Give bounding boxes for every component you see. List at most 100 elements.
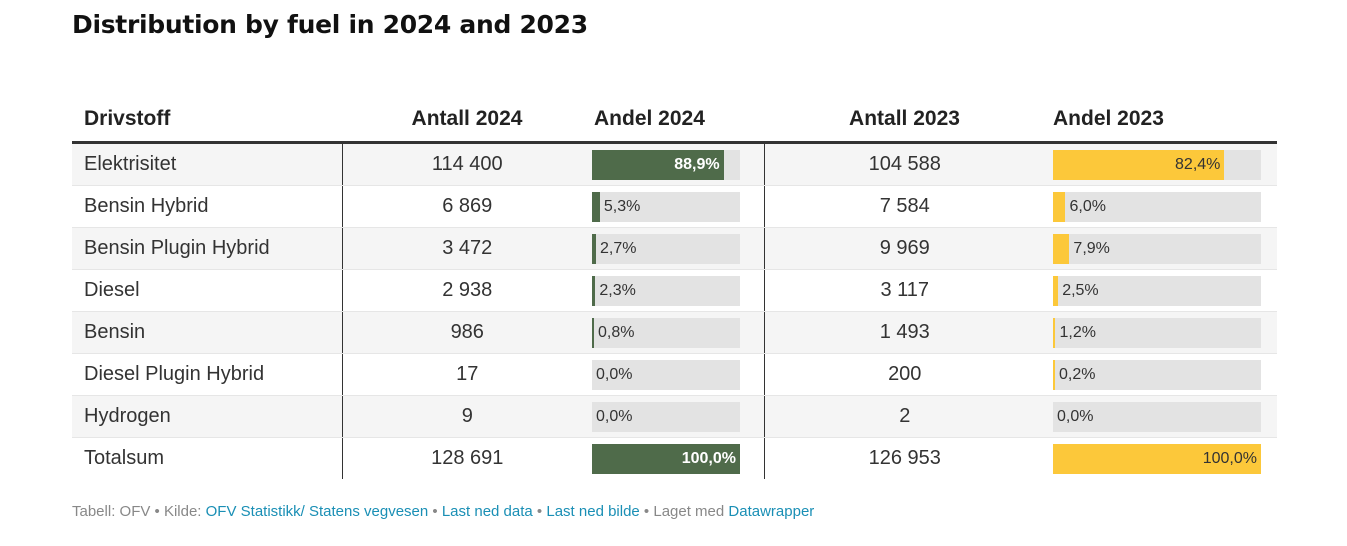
table-row: Totalsum 128 691 100,0% 126 953 100,0% — [72, 437, 1277, 480]
share-2023-cell: 82,4% — [1045, 142, 1277, 186]
share-bar — [1053, 443, 1261, 474]
fuel-cell: Hydrogen — [72, 395, 342, 438]
share-2023-cell: 1,2% — [1045, 311, 1277, 354]
fuel-cell: Bensin Plugin Hybrid — [72, 227, 342, 270]
bar-track: 7,9% — [1053, 233, 1261, 264]
share-2023-cell: 2,5% — [1045, 269, 1277, 312]
share-label: 2,7% — [599, 239, 637, 257]
fuel-cell: Diesel — [72, 269, 342, 312]
footer-prefix: Tabell: OFV • Kilde: — [72, 503, 206, 520]
count-2024-cell: 128 691 — [341, 437, 592, 479]
bar-track: 0,0% — [592, 359, 740, 390]
source-link[interactable]: OFV Statistikk/ Statens vegvesen — [205, 503, 429, 520]
count-2023-cell: 1 493 — [763, 311, 1045, 354]
share-2024-cell: 5,3% — [592, 185, 764, 228]
share-label: 0,0% — [596, 407, 633, 425]
bar-track: 5,3% — [592, 191, 740, 222]
bar-track: 2,7% — [592, 233, 740, 264]
share-bar — [1053, 317, 1056, 348]
count-2023-cell: 9 969 — [763, 227, 1045, 270]
count-2023-cell: 2 — [763, 395, 1045, 438]
share-label: 1,2% — [1059, 323, 1096, 341]
footer: Tabell: OFV • Kilde: OFV Statistikk/ Sta… — [72, 503, 814, 520]
share-bar — [592, 317, 594, 348]
share-label: 0,8% — [598, 323, 635, 341]
share-bar — [592, 191, 600, 222]
footer-separator: • — [428, 503, 442, 520]
share-2023-cell: 100,0% — [1045, 438, 1277, 480]
fuel-cell: Totalsum — [84, 447, 165, 469]
bar-track: 100,0% — [592, 443, 740, 474]
table-row: Bensin 986 0,8% 1 493 1,2% — [72, 311, 1277, 354]
count-2024-cell: 2 938 — [341, 269, 592, 312]
share-label: 2,5% — [1062, 281, 1099, 299]
table-row: Diesel Plugin Hybrid 17 0,0% 200 0,2% — [72, 353, 1277, 396]
share-bar — [592, 275, 596, 306]
column-header-share-2023[interactable]: Andel 2023 — [1045, 96, 1277, 144]
table-row: Bensin Plugin Hybrid 3 472 2,7% 9 969 7,9% — [72, 227, 1277, 270]
share-bar — [1053, 149, 1225, 180]
bar-track: 100,0% — [1053, 443, 1261, 474]
column-header-count-2024[interactable]: Antall 2024 — [342, 96, 592, 144]
bar-track: 82,4% — [1053, 149, 1261, 180]
bar-track: 0,0% — [1053, 401, 1261, 432]
share-label: 5,3% — [603, 197, 641, 215]
bar-track: 6,0% — [1053, 191, 1261, 222]
share-2024-cell: 100,0% — [592, 438, 764, 480]
share-2024-cell: 2,3% — [592, 269, 764, 312]
table-row: Elektrisitet 114 400 88,9% 104 588 82,4% — [72, 142, 1277, 186]
column-header-count-2023[interactable]: Antall 2023 — [764, 96, 1045, 144]
table-row: Hydrogen 9 0,0% 2 0,0% — [72, 395, 1277, 438]
share-label: 0,2% — [1059, 365, 1096, 383]
share-label: 100,0% — [681, 449, 736, 467]
count-2024-cell: 17 — [341, 353, 592, 396]
count-2024-cell: 986 — [341, 311, 592, 354]
count-2023-cell: 104 588 — [763, 142, 1045, 186]
share-bar — [1053, 359, 1055, 390]
share-2024-cell: 0,0% — [592, 353, 764, 396]
count-2024-cell: 9 — [341, 395, 592, 438]
share-bar — [592, 149, 724, 180]
bar-track: 0,8% — [592, 317, 740, 348]
download-image-link[interactable]: Last ned bilde — [546, 503, 640, 520]
share-bar — [592, 443, 740, 474]
share-2023-cell: 0,2% — [1045, 353, 1277, 396]
share-2024-cell: 88,9% — [592, 142, 764, 186]
share-bar — [1053, 233, 1070, 264]
count-2023-cell: 126 953 — [763, 437, 1045, 479]
share-2024-cell: 0,0% — [592, 395, 764, 438]
column-header-fuel[interactable]: Drivstoff — [72, 96, 342, 144]
fuel-cell: Diesel Plugin Hybrid — [72, 353, 342, 396]
count-2023-cell: 7 584 — [763, 185, 1045, 228]
bar-track: 1,2% — [1053, 317, 1261, 348]
table-row: Bensin Hybrid 6 869 5,3% 7 584 6,0% — [72, 185, 1277, 228]
share-label: 82,4% — [1175, 155, 1221, 173]
footer-separator: • — [532, 503, 547, 520]
share-2023-cell: 7,9% — [1045, 227, 1277, 270]
share-label: 6,0% — [1069, 197, 1106, 215]
share-2024-cell: 2,7% — [592, 227, 764, 270]
chart-title: Distribution by fuel in 2024 and 2023 — [72, 10, 588, 39]
share-label: 2,3% — [599, 281, 636, 299]
share-bar — [1053, 275, 1059, 306]
download-data-link[interactable]: Last ned data — [441, 503, 533, 520]
share-label: 7,9% — [1073, 239, 1110, 257]
share-2023-cell: 6,0% — [1045, 185, 1277, 228]
share-2024-cell: 0,8% — [592, 311, 764, 354]
count-2023-cell: 200 — [763, 353, 1045, 396]
count-2024-cell: 3 472 — [341, 227, 592, 270]
bar-track: 88,9% — [592, 149, 740, 180]
share-label: 100,0% — [1202, 449, 1257, 467]
bar-track: 0,0% — [592, 401, 740, 432]
column-header-share-2024[interactable]: Andel 2024 — [592, 96, 764, 144]
bar-track: 2,5% — [1053, 275, 1261, 306]
count-2024-cell: 114 400 — [341, 142, 592, 186]
count-2024-cell: 6 869 — [341, 185, 592, 228]
header-row: Drivstoff Antall 2024 Andel 2024 Antall … — [72, 96, 1277, 144]
fuel-table: Drivstoff Antall 2024 Andel 2024 Antall … — [72, 96, 1277, 479]
fuel-cell: Bensin — [72, 311, 342, 354]
share-bar — [592, 233, 596, 264]
datawrapper-link[interactable]: Datawrapper — [728, 503, 815, 520]
footer-made-with: • Laget med — [639, 503, 729, 520]
share-label: 88,9% — [674, 155, 720, 173]
